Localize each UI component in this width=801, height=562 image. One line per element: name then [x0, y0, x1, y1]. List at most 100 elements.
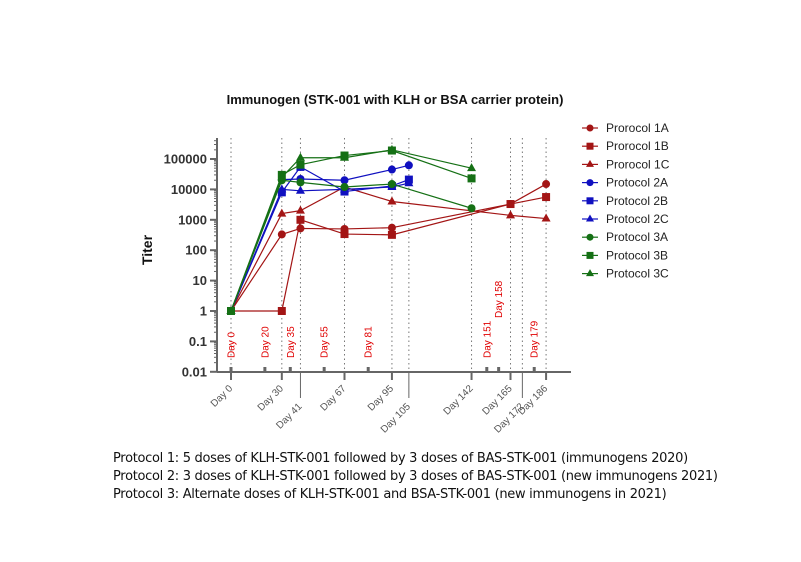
legend-entry: Protocol 3C — [582, 267, 669, 281]
data-point — [277, 230, 286, 239]
dose-annotation-label: Day 151 — [482, 320, 493, 358]
y-tick-label: 10000 — [171, 182, 207, 197]
y-tick-label: 0.01 — [182, 364, 207, 379]
data-point — [542, 193, 551, 202]
legend-label: Protocol 3B — [606, 248, 668, 262]
series-protocol-2c — [226, 178, 414, 314]
x-tick-label: Day 41 — [274, 401, 304, 431]
legend-label: Prorocol 1A — [606, 121, 669, 135]
y-tick-label: 10 — [193, 273, 207, 288]
protocol-notes: Protocol 1: 5 doses of KLH-STK-001 follo… — [113, 450, 718, 504]
data-point — [296, 215, 305, 224]
data-point — [541, 213, 551, 222]
data-point — [542, 180, 551, 189]
legend-entry: Prorocol 1B — [582, 139, 669, 153]
data-point — [277, 184, 287, 193]
legend-marker — [586, 124, 594, 132]
legend: Prorocol 1A Prorocol 1B Prorocol 1C Protoco… — [582, 121, 670, 281]
data-point — [506, 200, 515, 209]
data-point — [340, 230, 349, 239]
dose-annotation-label: Day 158 — [494, 280, 505, 318]
data-point — [296, 160, 305, 169]
data-point — [296, 178, 305, 187]
dose-annotation-label: Day 20 — [260, 326, 271, 358]
dose-annotations: Day 0 Day 20 Day 35 Day 55 Day 81 Day 151Day … — [227, 280, 541, 372]
note-protocol-2: Protocol 2: 3 doses of KLH-STK-001 follo… — [113, 469, 718, 484]
legend-entry: Protocol 3A — [582, 230, 668, 244]
legend-entry: Protocol 3B — [582, 248, 668, 262]
y-tick-label: 100 — [185, 243, 207, 258]
dose-annotation-label: Day 81 — [364, 326, 375, 358]
y-tick-label: 1000 — [178, 212, 207, 227]
data-point — [404, 178, 414, 187]
x-tick-label: Day 67 — [318, 383, 348, 413]
data-point — [277, 172, 287, 181]
series-line — [230, 149, 472, 312]
dose-annotation-label: Day 179 — [530, 320, 541, 358]
data-point — [340, 182, 349, 191]
legend-marker — [586, 269, 594, 277]
legend-entry: Prorocol 1A — [582, 121, 669, 135]
data-point — [226, 306, 236, 314]
legend-entry: Protocol 2B — [582, 194, 668, 208]
legend-label: Protocol 3C — [606, 267, 669, 281]
x-tick-label: Day 0 — [209, 383, 236, 410]
data-point — [295, 205, 305, 214]
legend-marker — [586, 197, 594, 205]
data-point — [339, 152, 349, 161]
note-protocol-1: Protocol 1: 5 doses of KLH-STK-001 follo… — [113, 451, 688, 466]
data-point — [467, 163, 477, 172]
legend-label: Prorocol 1B — [606, 139, 669, 153]
legend-marker — [586, 179, 594, 187]
x-tick-label: Day 142 — [442, 383, 476, 417]
x-tick-label: Day 105 — [379, 401, 413, 435]
data-point — [387, 196, 397, 205]
y-tick-label: 1 — [200, 304, 207, 319]
data-point — [387, 230, 396, 239]
legend-marker — [586, 251, 594, 259]
chart-title: Immunogen (STK-001 with KLH or BSA carri… — [227, 92, 564, 107]
note-protocol-3: Protocol 3: Alternate doses of KLH-STK-0… — [113, 487, 667, 502]
data-point — [340, 176, 349, 185]
series-protocol-3a — [227, 176, 476, 315]
grid-lines — [230, 138, 547, 372]
data-point — [404, 161, 413, 170]
data-point — [387, 165, 396, 174]
y-tick-label: 100000 — [164, 152, 207, 167]
data-point — [387, 180, 396, 189]
titer-chart: Immunogen (STK-001 with KLH or BSA carri… — [139, 92, 670, 435]
legend-label: Protocol 2C — [606, 212, 669, 226]
data-point — [277, 307, 286, 315]
x-tick-label: Day 30 — [256, 383, 286, 413]
series-line — [230, 182, 410, 312]
data-point — [467, 204, 476, 213]
y-axis-label: Titer — [139, 234, 155, 265]
data-point — [295, 185, 305, 194]
legend-label: Protocol 2B — [606, 194, 668, 208]
x-tick-label: Day 186 — [516, 383, 550, 417]
legend-marker — [586, 142, 594, 150]
legend-label: Prorocol 1C — [606, 157, 670, 171]
data-point — [277, 208, 287, 217]
x-tick-label: Day 95 — [366, 383, 396, 413]
legend-marker — [586, 159, 594, 167]
data-point — [506, 210, 516, 219]
legend-entry: Protocol 2A — [582, 176, 668, 190]
series-protocol-2b — [227, 162, 413, 315]
legend-entry: Prorocol 1C — [582, 157, 670, 171]
series-protocol-3c — [226, 144, 477, 314]
series-line — [230, 179, 472, 312]
dose-annotation-label: Day 55 — [320, 326, 331, 358]
y-tick-label: 0.1 — [189, 334, 207, 349]
data-point — [387, 223, 396, 232]
data-point — [467, 174, 476, 183]
data-point — [387, 144, 397, 153]
series-layer — [226, 144, 551, 315]
data-point — [295, 152, 305, 161]
legend-label: Protocol 3A — [606, 230, 668, 244]
dose-annotation-label: Day 0 — [227, 331, 238, 358]
series-line — [230, 149, 472, 312]
dose-annotation-label: Day 35 — [286, 326, 297, 358]
legend-marker — [586, 214, 594, 222]
